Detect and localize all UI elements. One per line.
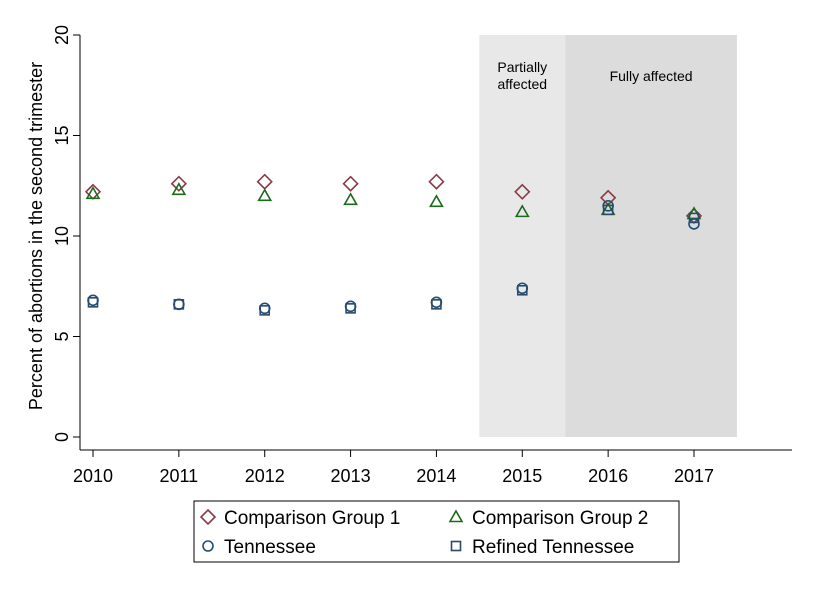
legend-box: [193, 500, 680, 563]
data-point: [688, 218, 700, 230]
shaded-region: [565, 35, 737, 437]
data-point: [344, 300, 357, 313]
x-tick-label: 2010: [73, 466, 113, 486]
x-tick-label: 2014: [416, 466, 456, 486]
y-tick-label: 20: [52, 25, 72, 45]
x-tick-label: 2016: [588, 466, 628, 486]
data-point: [170, 175, 187, 192]
y-axis-ticks: 0 5 10 15 20: [52, 25, 80, 442]
x-axis-ticks: 2010 2011 2012 2013 2014 2015 2016 2017: [73, 450, 714, 486]
y-tick-label: 0: [52, 432, 72, 442]
legend-marker: [202, 540, 214, 552]
y-tick-label: 15: [52, 125, 72, 145]
data-points: [84, 173, 703, 316]
x-tick-label: 2015: [502, 466, 542, 486]
y-axis-title: Percent of abortions in the second trime…: [26, 62, 46, 410]
data-point: [256, 173, 273, 190]
shaded-region-label: Fully affected: [610, 68, 693, 84]
data-point: [87, 294, 99, 307]
data-point: [87, 297, 99, 308]
data-point: [430, 296, 443, 309]
x-tick-label: 2017: [674, 466, 714, 486]
y-tick-label: 5: [52, 331, 72, 341]
x-tick-label: 2013: [331, 466, 371, 486]
data-point: [259, 305, 271, 316]
x-tick-label: 2011: [159, 466, 198, 486]
y-tick-label: 10: [52, 226, 72, 246]
legend-label: Comparison Group 2: [472, 508, 648, 529]
legend-marker: [448, 509, 464, 523]
shaded-regions: [479, 35, 737, 437]
data-point: [428, 173, 445, 190]
x-tick-label: 2012: [245, 466, 285, 486]
data-point: [171, 182, 187, 196]
data-point: [431, 299, 442, 310]
legend-marker: [450, 540, 462, 552]
data-point: [514, 183, 531, 200]
data-point: [602, 204, 614, 216]
shaded-region-label: Partially: [497, 59, 547, 75]
data-point: [257, 188, 273, 202]
data-point: [342, 175, 359, 192]
data-point: [514, 204, 530, 218]
data-point: [688, 212, 700, 224]
data-point: [173, 299, 185, 310]
data-point: [516, 284, 528, 296]
shaded-region-label: affected: [498, 76, 548, 92]
legend: Comparison Group 1 Comparison Group 2 Tenn…: [193, 500, 680, 563]
data-point: [85, 186, 101, 200]
legend-label: Refined Tennessee: [472, 537, 634, 558]
legend-label: Comparison Group 1: [224, 508, 400, 529]
data-point: [429, 194, 444, 208]
series-refined-tennessee: [87, 204, 700, 316]
data-point: [343, 192, 358, 206]
shaded-region: [479, 35, 566, 437]
legend-marker: [199, 508, 217, 526]
legend-label: Tennessee: [224, 537, 316, 558]
data-point: [345, 303, 356, 314]
data-point: [258, 302, 271, 315]
data-point: [173, 298, 185, 311]
